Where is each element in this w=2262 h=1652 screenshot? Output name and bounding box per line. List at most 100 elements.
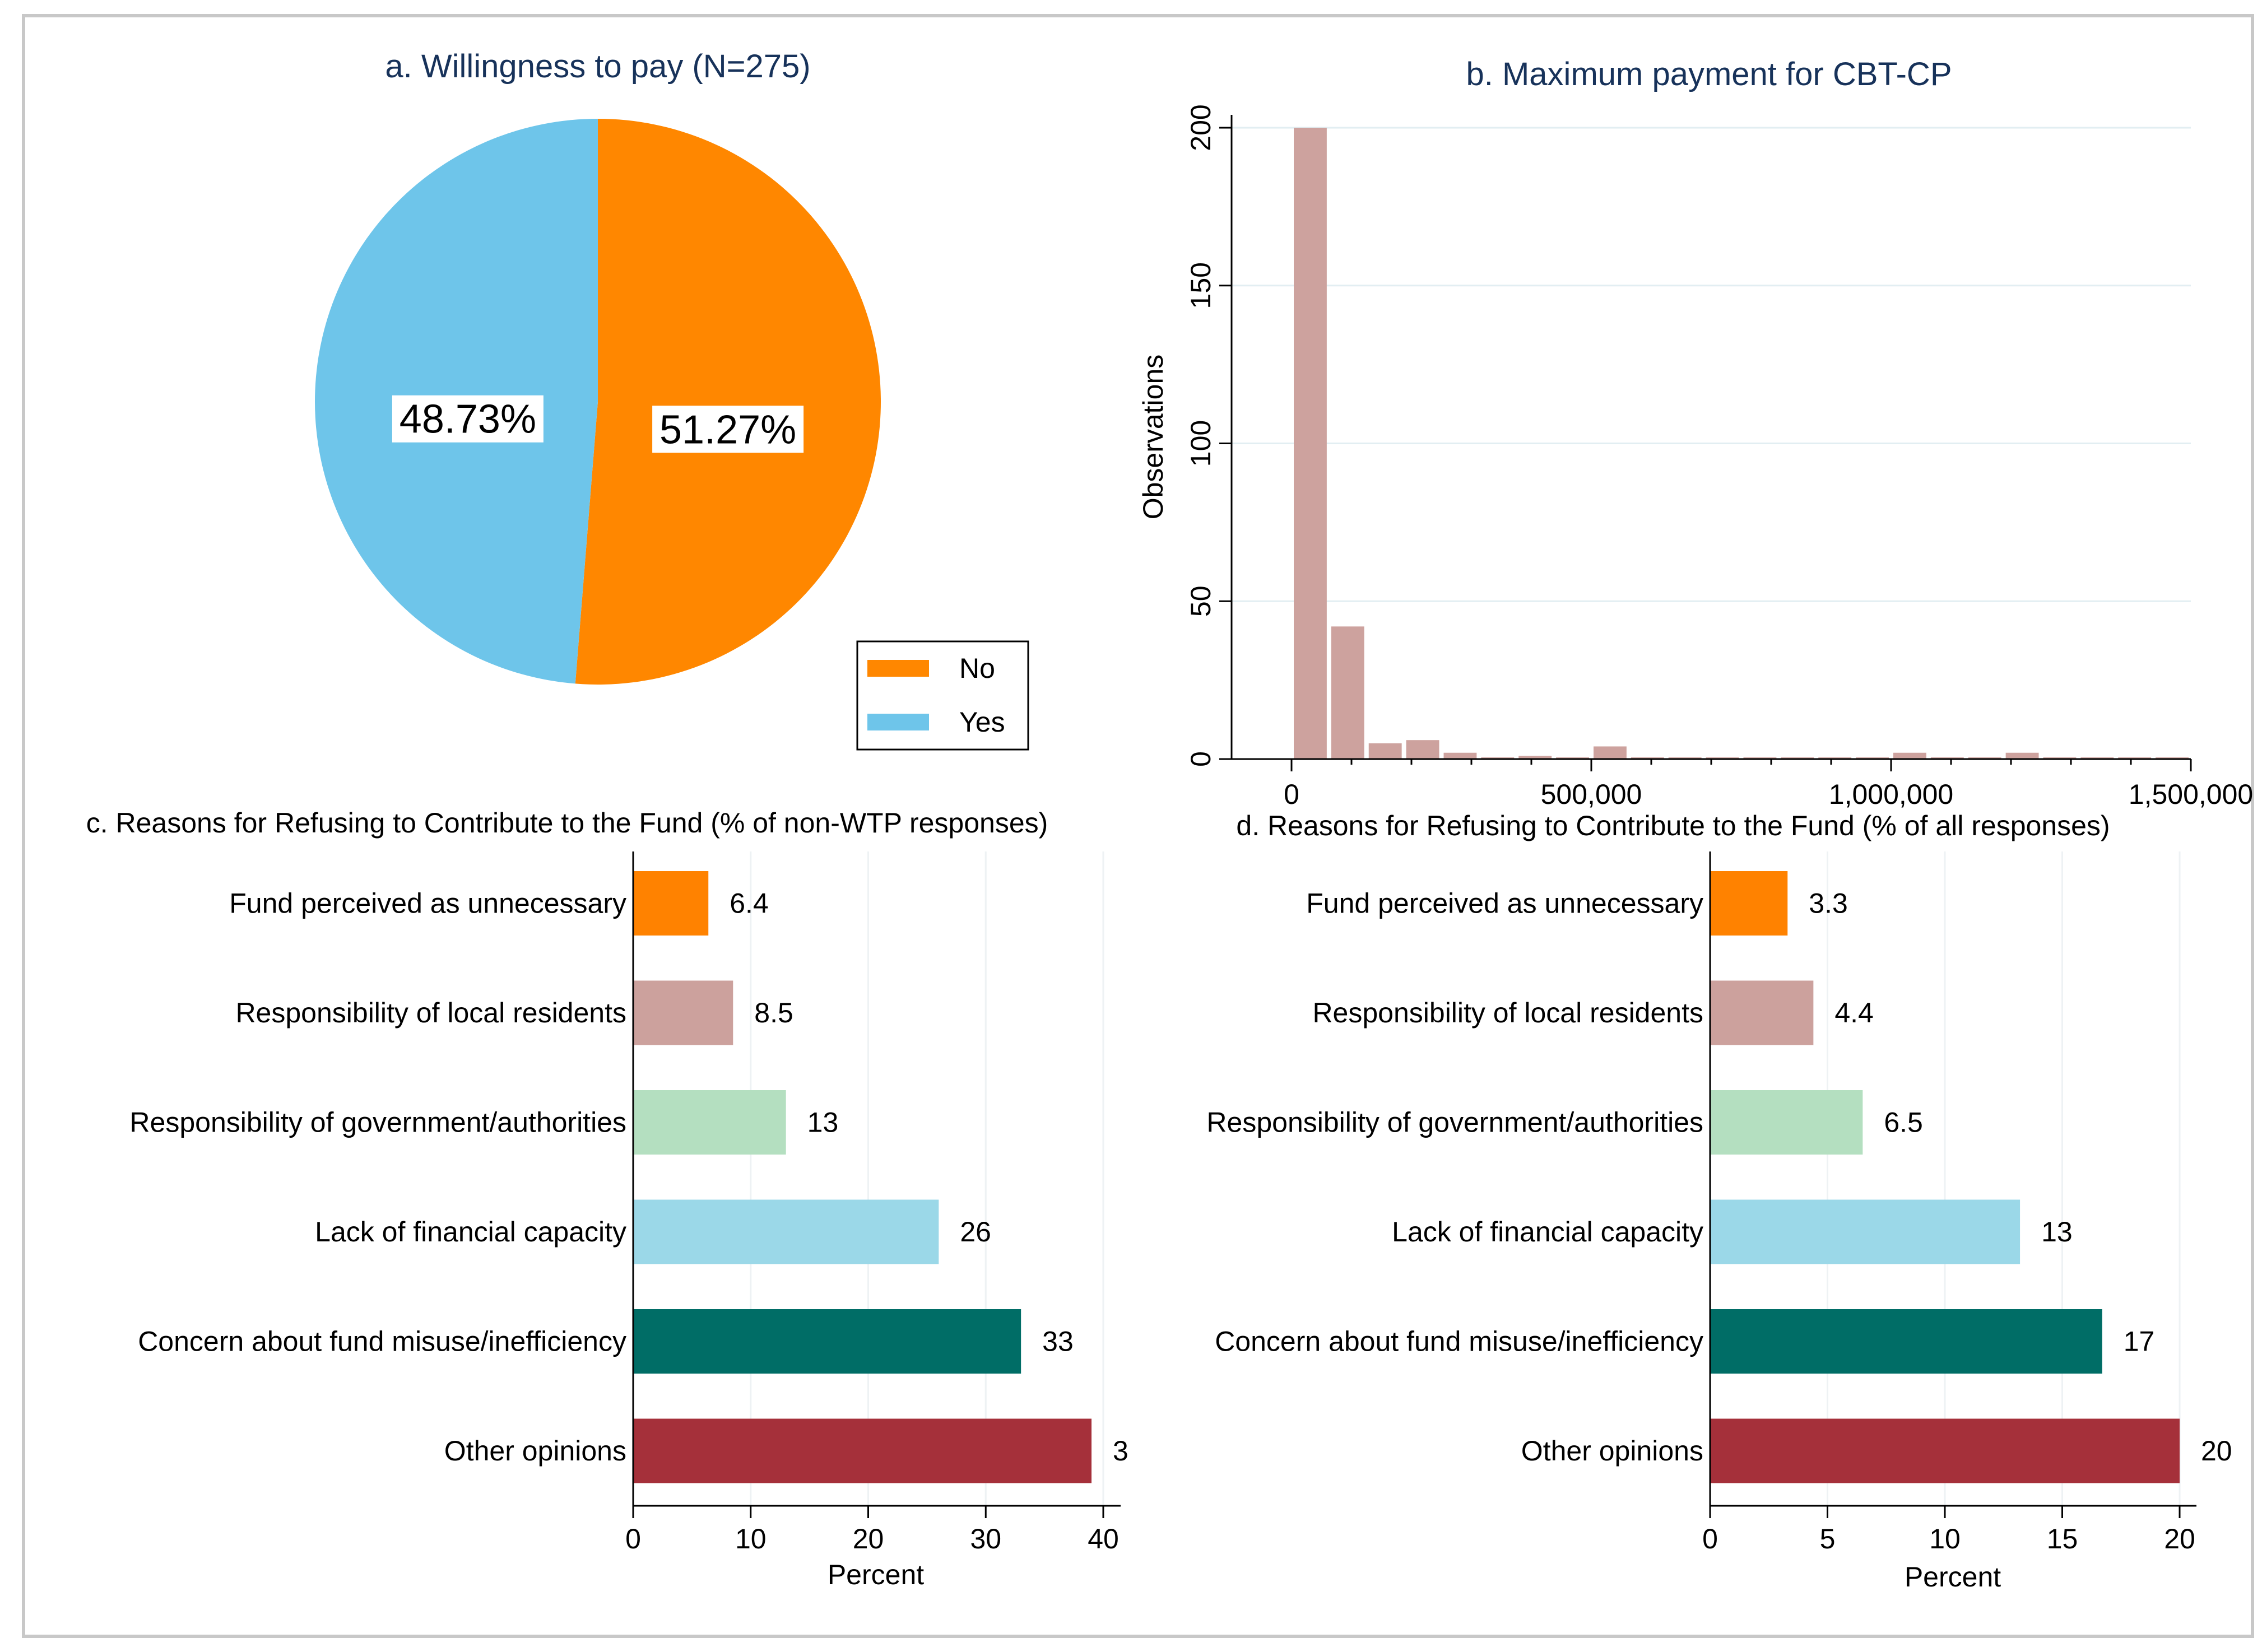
- pie-label-bg-no: [652, 406, 804, 453]
- hist-x-tick-label: 0: [1284, 779, 1299, 810]
- hist-bars: [1294, 128, 2189, 759]
- panel-b-histogram: b. Maximum payment for CBT-CP 0 50 100 150 2…: [1137, 56, 2253, 810]
- panel-d-value-label: 3.3: [1809, 888, 1848, 919]
- legend-swatch-no: [867, 660, 929, 677]
- panel-c-bar-responsibility-of-government-authorities: [633, 1090, 786, 1155]
- panel-d-value-label: 6.5: [1884, 1107, 1923, 1138]
- hist-y-tick-label: 100: [1185, 420, 1216, 467]
- pie-labels: 51.27% 48.73%: [392, 395, 804, 453]
- legend-swatch-yes: [867, 714, 929, 730]
- hist-gridlines: [1232, 127, 2191, 602]
- hist-y-tick-label: 0: [1185, 751, 1216, 767]
- panel-d-bar-concern-about-fund-misuse-inefficiency: [1710, 1309, 2102, 1374]
- panel-c-value-label: 33: [1042, 1326, 1074, 1357]
- panel-c-bar-lack-of-financial-capacity: [633, 1199, 939, 1264]
- panel-c-value-label: 8.5: [754, 997, 793, 1029]
- hist-bar: [1331, 626, 1364, 759]
- hist-bar: [1893, 752, 1926, 759]
- panel-d-value-labels: 3.3 4.4 6.5 13 17 20: [1809, 888, 2232, 1467]
- hist-bar: [1406, 740, 1439, 759]
- panel-d-x-tick-label: 10: [1929, 1523, 1961, 1555]
- panel-d-x-axis-label: Percent: [1905, 1561, 2001, 1593]
- panel-d-value-label: 17: [2124, 1326, 2155, 1357]
- panel-d-category-label: Lack of financial capacity: [1392, 1216, 1703, 1248]
- panel-c-bars: [633, 871, 1092, 1483]
- hist-bar: [1368, 743, 1402, 759]
- panel-d-category-label: Concern about fund misuse/inefficiency: [1215, 1326, 1703, 1357]
- panel-d-x-tick-label: 0: [1702, 1523, 1718, 1555]
- hist-x-tick-label: 500,000: [1541, 779, 1642, 810]
- hist-ticks: 0 50 100 150 200 0 500,000 1,000,000 1,500,000: [1185, 104, 2253, 810]
- hist-y-tick-label: 50: [1185, 585, 1216, 617]
- panel-d-category-label: Responsibility of local residents: [1312, 997, 1703, 1029]
- hist-bar: [1443, 752, 1477, 759]
- pie-label-bg-yes: [392, 395, 544, 443]
- panel-b-title: b. Maximum payment for CBT-CP: [1466, 56, 1952, 92]
- legend-label-no: No: [959, 653, 995, 684]
- panel-c-value-label: 26: [960, 1216, 991, 1248]
- panel-c-value-label: 6.4: [730, 888, 769, 919]
- panel-d-bar-responsibility-of-government-authorities: [1710, 1090, 1863, 1155]
- hist-bar: [1594, 746, 1627, 759]
- panel-c-title: c. Reasons for Refusing to Contribute to…: [86, 807, 1048, 839]
- panel-c-bar-fund-perceived-as-unnecessary: [633, 871, 709, 936]
- hist-y-tick-label: 200: [1185, 104, 1216, 151]
- panel-c-category-label: Other opinions: [444, 1435, 626, 1467]
- panel-c-x-tick-label: 0: [625, 1523, 641, 1555]
- panel-c-x-tick-label: 20: [853, 1523, 884, 1555]
- hist-bar: [1294, 128, 1327, 759]
- panel-d-bar-fund-perceived-as-unnecessary: [1710, 871, 1788, 936]
- panel-c-value-label: 3: [1113, 1435, 1128, 1467]
- panel-d-bars: [1710, 871, 2180, 1483]
- hist-y-axis-label: Observations: [1137, 355, 1169, 520]
- pie-label-no: 51.27%: [659, 407, 796, 452]
- panel-c-gridlines: [750, 851, 1104, 1506]
- panel-d-barchart: d. Reasons for Refusing to Contribute to…: [1206, 810, 2232, 1593]
- panel-d-bar-responsibility-of-local-residents: [1710, 980, 1814, 1045]
- panel-c-category-label: Concern about fund misuse/inefficiency: [138, 1326, 626, 1357]
- panel-c-x-tick-label: 30: [970, 1523, 1001, 1555]
- pie-label-yes: 48.73%: [400, 397, 536, 442]
- panel-d-bar-lack-of-financial-capacity: [1710, 1199, 2021, 1264]
- panel-c-barchart: c. Reasons for Refusing to Contribute to…: [86, 807, 1128, 1590]
- panel-c-category-label: Fund perceived as unnecessary: [229, 888, 626, 919]
- panel-d-ticks: 0 5 10 15 20: [1702, 1506, 2195, 1555]
- panel-d-x-tick-label: 20: [2164, 1523, 2195, 1555]
- panel-c-ticks: 0 10 20 30 40: [625, 1506, 1119, 1555]
- pie-legend: No Yes: [856, 640, 1029, 751]
- panel-d-title: d. Reasons for Refusing to Contribute to…: [1236, 810, 2110, 841]
- panel-c-x-tick-label: 40: [1088, 1523, 1119, 1555]
- panel-d-category-label: Other opinions: [1521, 1435, 1703, 1467]
- panel-d-x-tick-label: 5: [1820, 1523, 1836, 1555]
- hist-bar: [2005, 752, 2039, 759]
- panel-c-x-axis-label: Percent: [828, 1559, 924, 1590]
- pie-slice-no: [575, 119, 881, 685]
- panel-c-bar-other-opinions: [633, 1418, 1092, 1483]
- panel-a-title: a. Willingness to pay (N=275): [385, 48, 810, 85]
- panel-d-category-labels: Fund perceived as unnecessary Responsibil…: [1206, 888, 1703, 1467]
- hist-x-tick-label: 1,000,000: [1829, 779, 1953, 810]
- panel-d-value-label: 4.4: [1834, 997, 1874, 1029]
- panel-d-category-label: Responsibility of government/authorities: [1206, 1107, 1703, 1138]
- panel-d-bar-other-opinions: [1710, 1418, 2180, 1483]
- panel-c-value-label: 13: [807, 1107, 839, 1138]
- panel-c-bar-concern-about-fund-misuse-inefficiency: [633, 1309, 1021, 1374]
- panel-d-x-tick-label: 15: [2047, 1523, 2078, 1555]
- hist-y-tick-label: 150: [1185, 262, 1216, 309]
- panel-c-category-labels: Fund perceived as unnecessary Responsibil…: [129, 888, 626, 1467]
- legend-label-yes: Yes: [959, 706, 1005, 738]
- panel-a-pie: a. Willingness to pay (N=275) 51.27% 48.7…: [314, 48, 1029, 751]
- hist-bar: [1518, 756, 1552, 759]
- panel-c-x-tick-label: 10: [735, 1523, 767, 1555]
- panel-d-value-label: 13: [2041, 1216, 2073, 1248]
- legend-box: [856, 640, 1029, 751]
- panel-c-bar-responsibility-of-local-residents: [633, 980, 733, 1045]
- panel-c-category-label: Responsibility of government/authorities: [129, 1107, 626, 1138]
- panel-d-category-label: Fund perceived as unnecessary: [1306, 888, 1703, 919]
- panel-d-value-label: 20: [2201, 1435, 2232, 1467]
- panel-c-category-label: Responsibility of local residents: [235, 997, 626, 1029]
- panel-c-category-label: Lack of financial capacity: [315, 1216, 626, 1248]
